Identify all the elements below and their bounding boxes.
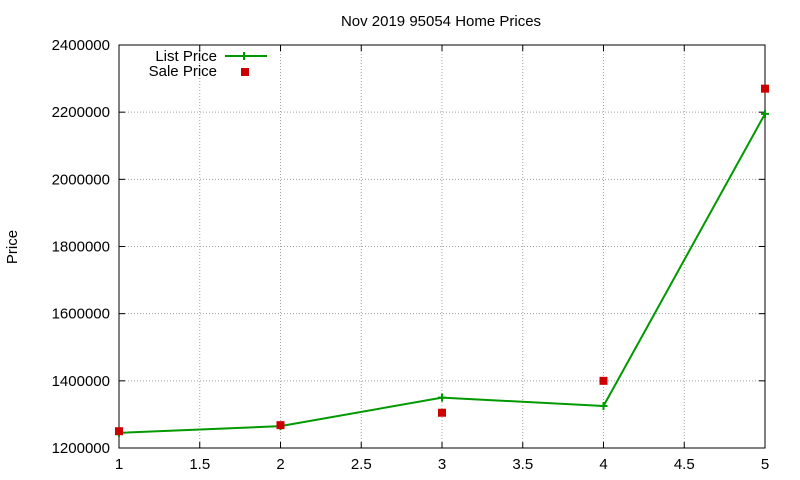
data-point-sale-price <box>599 376 608 385</box>
legend-label-sale-price: Sale Price <box>149 63 217 80</box>
series <box>115 84 769 437</box>
data-point-list-price <box>599 402 608 411</box>
x-tick-label: 4 <box>599 456 607 473</box>
legend-marker-list-price <box>240 52 248 60</box>
data-point-sale-price <box>276 421 285 430</box>
plot-border <box>118 44 766 449</box>
axis-ticks: 1 1.5 2 2.5 3 3.5 4 4.5 5 1200000 1400000 1600000 18… <box>52 37 770 473</box>
y-tick-label: 2000000 <box>52 171 110 188</box>
data-point-list-price <box>761 109 769 118</box>
legend: List Price Sale Price <box>149 48 267 80</box>
legend-marker-sale-price <box>241 68 249 76</box>
x-tick-label: 1 <box>115 456 123 473</box>
y-tick-label: 2400000 <box>52 37 110 54</box>
y-tick-label: 1600000 <box>52 306 110 323</box>
x-tick-label: 3.5 <box>512 456 533 473</box>
x-tick-label: 2.5 <box>351 456 372 473</box>
x-tick-label: 5 <box>761 456 769 473</box>
y-tick-label: 1200000 <box>52 440 110 457</box>
x-tick-label: 1.5 <box>189 456 210 473</box>
y-tick-label: 1400000 <box>52 373 110 390</box>
grid <box>119 45 765 448</box>
data-point-sale-price <box>115 427 123 436</box>
legend-label-list-price: List Price <box>155 48 217 65</box>
x-tick-label: 2 <box>276 456 284 473</box>
data-point-sale-price <box>761 84 769 93</box>
y-tick-label: 1800000 <box>52 239 110 256</box>
y-axis-label: Price <box>4 230 21 264</box>
x-tick-label: 3 <box>438 456 446 473</box>
y-tick-label: 2200000 <box>52 104 110 121</box>
data-point-sale-price <box>438 408 446 417</box>
data-point-list-price <box>438 393 446 402</box>
x-tick-label: 4.5 <box>674 456 695 473</box>
chart-title: Nov 2019 95054 Home Prices <box>341 13 541 30</box>
